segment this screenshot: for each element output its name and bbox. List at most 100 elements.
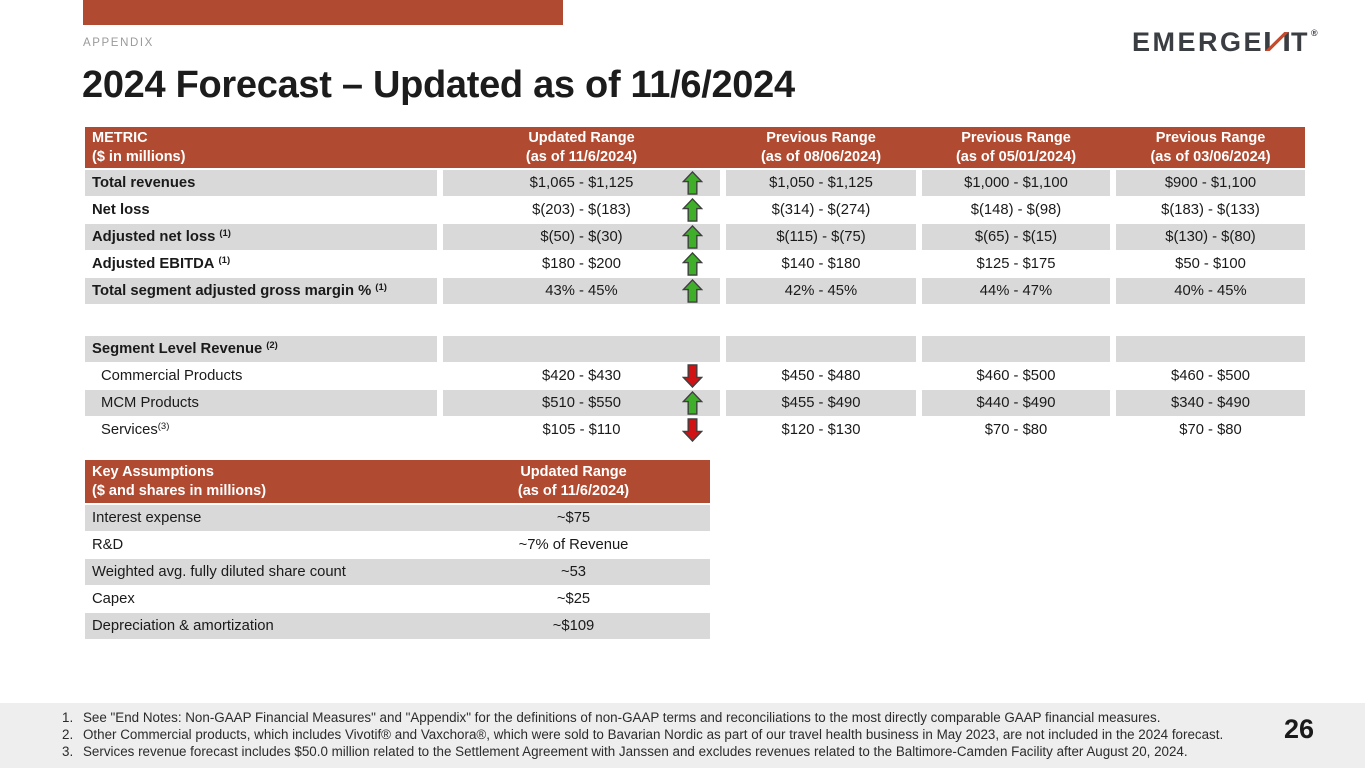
metric-label: Services(3) (101, 421, 170, 438)
metric-label: Segment Level Revenue (2) (85, 336, 437, 362)
table-row: Commercial Products $420 - $430 $450 - $48… (85, 363, 1305, 389)
metric-label: Commercial Products (101, 368, 243, 384)
footnote-reference: (2) (266, 340, 278, 352)
updated-range-cell: $180 - $200 (443, 251, 720, 277)
top-accent-bar (83, 0, 563, 25)
range-value: $50 - $100 (1175, 256, 1246, 272)
range-value: $450 - $480 (781, 368, 861, 384)
trend-up-icon (681, 170, 704, 204)
range-value: 44% - 47% (979, 283, 1053, 299)
forecast-table-header: METRIC ($ in millions) Updated Range (as… (85, 127, 1305, 168)
updated-range-cell: $(203) - $(183) (443, 197, 720, 223)
column-header-previous-range-2: Previous Range (as of 05/01/2024) (955, 129, 1077, 165)
assumption-value: ~$75 (437, 505, 710, 531)
updated-range-cell: 43% - 45% (443, 278, 720, 304)
trend-up-icon (681, 197, 704, 231)
assumption-label: Weighted avg. fully diluted share count (85, 559, 437, 585)
table-row: Adjusted net loss (1) $(50) - $(30) $(115) … (85, 224, 1305, 250)
forecast-table-body: Total revenues $1,065 - $1,125 $1,050 - $1… (85, 170, 1305, 304)
assumption-label: R&D (92, 537, 124, 553)
previous-range-cell: $125 - $175 (922, 251, 1110, 277)
previous-range-cell: $(130) - $(80) (1116, 224, 1305, 250)
previous-range-cell: $120 - $130 (726, 417, 916, 443)
footnote-bar: 1. See "End Notes: Non-GAAP Financial Mea… (0, 703, 1365, 768)
previous-range-cell: $460 - $500 (1116, 363, 1305, 389)
range-value: $105 - $110 (542, 422, 621, 438)
assumption-row: Depreciation & amortization ~$109 (85, 613, 710, 639)
column-header-updated-range: Updated Range (as of 11/6/2024) (525, 129, 638, 165)
previous-range-cell: $(314) - $(274) (726, 197, 916, 223)
trend-up-icon (681, 224, 704, 258)
previous-range-cell: $340 - $490 (1116, 390, 1305, 416)
range-value: $(314) - $(274) (771, 202, 871, 218)
column-header-previous-range-1: Previous Range (as of 08/06/2024) (760, 129, 882, 165)
metric-label: Total revenues (85, 170, 437, 196)
assumption-value: ~7% of Revenue (518, 537, 629, 553)
range-value: $140 - $180 (781, 256, 861, 272)
range-value: $420 - $430 (542, 368, 621, 384)
assumption-label: Depreciation & amortization (85, 613, 437, 639)
previous-range-cell: $1,050 - $1,125 (726, 170, 916, 196)
key-assumptions-body: Interest expense ~$75 R&D ~7% of Revenue Wei… (85, 505, 710, 639)
table-row: Total revenues $1,065 - $1,125 $1,050 - $1… (85, 170, 1305, 196)
range-value: $(115) - $(75) (776, 229, 866, 245)
assumption-row: Capex ~$25 (85, 586, 710, 612)
range-value: $1,000 - $1,100 (964, 175, 1068, 191)
previous-range-cell: 40% - 45% (1116, 278, 1305, 304)
range-value: $120 - $130 (781, 422, 861, 438)
logo-text-left: EMERGE (1132, 27, 1265, 57)
assumptions-header-updated-range: Updated Range (as of 11/6/2024) (517, 463, 630, 499)
previous-range-cell: $440 - $490 (922, 390, 1110, 416)
range-value: $440 - $490 (976, 395, 1056, 411)
footnote-number: 1. (62, 710, 74, 725)
updated-range-cell (443, 336, 720, 362)
page-number: 26 (1284, 714, 1315, 744)
range-value: $125 - $175 (976, 256, 1056, 272)
logo-text-right: T (1291, 27, 1311, 57)
key-assumptions-table: Key Assumptions ($ and shares in million… (85, 460, 710, 640)
range-value: $180 - $200 (542, 256, 621, 272)
updated-range-cell: $420 - $430 (443, 363, 720, 389)
trend-up-icon (681, 390, 704, 424)
previous-range-cell: $455 - $490 (726, 390, 916, 416)
range-value: $(203) - $(183) (532, 202, 631, 218)
range-value: $(148) - $(98) (970, 202, 1062, 218)
range-value: $(65) - $(15) (974, 229, 1058, 245)
assumption-row: Weighted avg. fully diluted share count ~… (85, 559, 710, 585)
footnote-line: 2. Other Commercial products, which inclu… (62, 726, 1223, 743)
range-value: $460 - $500 (976, 368, 1056, 384)
assumption-label: Capex (92, 591, 135, 607)
previous-range-cell: $(65) - $(15) (922, 224, 1110, 250)
logo-n-icon (1265, 29, 1289, 56)
key-assumptions-header: Key Assumptions ($ and shares in million… (85, 460, 710, 503)
range-value: 43% - 45% (545, 283, 618, 299)
previous-range-cell (1116, 336, 1305, 362)
range-value: $510 - $550 (542, 395, 621, 411)
previous-range-cell: $(115) - $(75) (726, 224, 916, 250)
logo-registered-mark: ® (1311, 28, 1318, 38)
trend-down-icon (681, 364, 704, 397)
segment-revenue-body: Segment Level Revenue (2) Commercial Produ… (85, 336, 1305, 443)
updated-range-cell: $1,065 - $1,125 (443, 170, 720, 196)
metric-label: Adjusted net loss (1) (85, 224, 437, 250)
emergent-logo: EMERGE T ® (1132, 29, 1318, 56)
updated-range-cell: $510 - $550 (443, 390, 720, 416)
footnote-reference: (3) (157, 421, 170, 433)
trend-up-icon (681, 251, 704, 285)
table-row: Net loss $(203) - $(183) $(314) - $(274) $(… (85, 197, 1305, 223)
previous-range-cell (726, 336, 916, 362)
assumption-value: ~$109 (437, 613, 710, 639)
previous-range-cell: $140 - $180 (726, 251, 916, 277)
range-value: $455 - $490 (781, 395, 861, 411)
column-header-metric: METRIC ($ in millions) (92, 129, 186, 165)
footnote-number: 2. (62, 727, 74, 742)
footnotes-list: 1. See "End Notes: Non-GAAP Financial Mea… (62, 709, 1223, 760)
previous-range-cell: $450 - $480 (726, 363, 916, 389)
table-row: MCM Products $510 - $550 $455 - $490 $440 -… (85, 390, 1305, 416)
previous-range-cell: $70 - $80 (922, 417, 1110, 443)
table-row: Segment Level Revenue (2) (85, 336, 1305, 362)
column-header-previous-range-3: Previous Range (as of 03/06/2024) (1150, 129, 1271, 165)
footnote-text: Other Commercial products, which include… (83, 727, 1224, 742)
page-title: 2024 Forecast – Updated as of 11/6/2024 (82, 64, 795, 106)
metric-label: Adjusted EBITDA (1) (92, 255, 231, 272)
